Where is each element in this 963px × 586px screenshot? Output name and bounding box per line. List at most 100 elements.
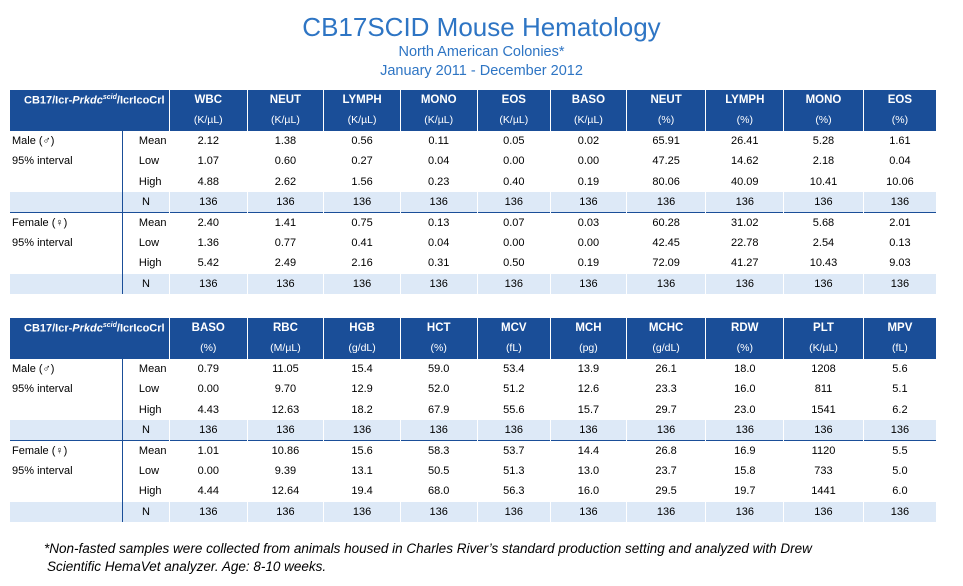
column-header: HCT bbox=[400, 318, 478, 339]
stat-label: Low bbox=[122, 151, 170, 172]
column-header: HGB bbox=[323, 318, 401, 339]
sex-label: Male (♂) bbox=[10, 358, 123, 380]
column-header: BASO bbox=[550, 90, 627, 111]
column-unit: (K/µL) bbox=[400, 110, 478, 131]
column-unit: (K/µL) bbox=[169, 110, 248, 131]
column-header: MONO bbox=[783, 90, 864, 111]
value-cell: 1.36 bbox=[169, 232, 248, 254]
value-cell: 22.78 bbox=[705, 232, 785, 254]
footnote: *Non-fasted samples were collected from … bbox=[44, 540, 954, 576]
value-cell: 0.31 bbox=[400, 253, 478, 274]
units-spacer bbox=[10, 110, 170, 131]
value-cell: 13.9 bbox=[550, 358, 627, 380]
value-cell: 6.0 bbox=[892, 485, 908, 498]
column-unit: (K/µL) bbox=[247, 110, 325, 131]
value-cell: 26.41 bbox=[705, 130, 785, 152]
table-row: 95% interval Low 1.36 0.77 0.41 0.04 0.00 0.00 4… bbox=[10, 232, 936, 254]
sex-label: Male (♂) bbox=[10, 130, 123, 152]
stat-label: Mean bbox=[122, 358, 170, 380]
value-cell: 15.4 bbox=[323, 358, 401, 380]
value-cell: 2.49 bbox=[247, 253, 325, 274]
empty-cell bbox=[10, 501, 123, 522]
page-title: CB17SCID Mouse Hematology bbox=[302, 12, 661, 42]
stat-label: High bbox=[122, 481, 170, 502]
value-cell: 59.0 bbox=[400, 358, 478, 380]
stat-label: N bbox=[122, 419, 170, 441]
value-cell: 136 bbox=[783, 501, 864, 522]
value-cell: 4.43 bbox=[169, 399, 248, 420]
stat-label: Mean bbox=[122, 130, 170, 152]
value-cell: 0.00 bbox=[550, 232, 627, 254]
value-cell: 2.01 bbox=[863, 211, 936, 233]
column-unit: (K/µL) bbox=[550, 110, 627, 131]
value-cell: 0.03 bbox=[550, 211, 627, 233]
value-cell: 136 bbox=[169, 419, 248, 441]
value-cell: 2.62 bbox=[247, 171, 325, 192]
value-cell: 13.0 bbox=[550, 460, 627, 482]
value-cell: 53.7 bbox=[477, 439, 552, 461]
value-cell: 10.06 bbox=[886, 175, 914, 188]
value-cell: 136 bbox=[169, 191, 248, 213]
value-cell: 29.5 bbox=[626, 481, 707, 502]
value-cell: 136 bbox=[890, 195, 910, 208]
value-cell: 136 bbox=[783, 419, 864, 441]
value-cell: 136 bbox=[626, 501, 707, 522]
empty-cell bbox=[10, 253, 123, 274]
value-cell: 51.2 bbox=[477, 379, 552, 400]
value-cell: 136 bbox=[705, 191, 785, 213]
units-spacer bbox=[10, 338, 170, 359]
value-cell: 136 bbox=[550, 191, 627, 213]
value-cell: 2.16 bbox=[323, 253, 401, 274]
value-cell: 52.0 bbox=[400, 379, 478, 400]
empty-cell bbox=[10, 171, 123, 192]
value-cell: 4.88 bbox=[169, 171, 248, 192]
value-cell: 1.56 bbox=[323, 171, 401, 192]
column-unit: (K/µL) bbox=[477, 110, 552, 131]
value-cell: 136 bbox=[890, 277, 910, 290]
value-cell: 14.62 bbox=[705, 151, 785, 172]
value-cell: 136 bbox=[890, 423, 910, 436]
empty-cell bbox=[10, 191, 123, 213]
value-cell: 136 bbox=[705, 501, 785, 522]
strain-name: CB17/Icr-Prkdcscid/IcrIcoCrl bbox=[10, 90, 170, 111]
column-unit: (%) bbox=[400, 338, 478, 359]
value-cell: 136 bbox=[477, 273, 552, 294]
value-cell: 15.6 bbox=[323, 439, 401, 461]
value-cell: 9.70 bbox=[247, 379, 325, 400]
table-row: 95% interval Low 1.07 0.60 0.27 0.04 0.00 0.00 4… bbox=[10, 151, 936, 172]
table-row: Male (♂) Mean 0.79 11.05 15.4 59.0 53.4 13.9 26.… bbox=[10, 358, 936, 380]
column-unit: (g/dL) bbox=[323, 338, 401, 359]
value-cell: 4.44 bbox=[169, 481, 248, 502]
value-cell: 0.19 bbox=[550, 253, 627, 274]
table-row: N 136 136 136 136 136 136 136 136 136 136 bbox=[10, 191, 936, 213]
stat-label: Mean bbox=[122, 439, 170, 461]
table-row: N 136 136 136 136 136 136 136 136 136 136 bbox=[10, 501, 936, 522]
table-units-row: (K/µL) (K/µL) (K/µL) (K/µL) (K/µL) (K/µL) (%)(… bbox=[10, 110, 936, 131]
value-cell: 1.61 bbox=[863, 130, 936, 152]
value-cell: 136 bbox=[323, 419, 401, 441]
value-cell: 2.18 bbox=[783, 151, 864, 172]
value-cell: 1208 bbox=[783, 358, 864, 380]
strain-suffix: /IcrIcoCrl bbox=[116, 322, 165, 335]
value-cell: 15.7 bbox=[550, 399, 627, 420]
table-row: 95% interval Low 0.00 9.39 13.1 50.5 51.3 13.0 2… bbox=[10, 460, 936, 482]
hematology-table-1: CB17/Icr-Prkdcscid/IcrIcoCrl WBC NEUT LYMPH… bbox=[10, 90, 936, 294]
value-cell: 136 bbox=[477, 191, 552, 213]
empty-cell bbox=[10, 419, 123, 441]
value-cell: 136 bbox=[477, 419, 552, 441]
column-unit: (K/µL) bbox=[323, 110, 401, 131]
value-cell: 6.2 bbox=[892, 403, 908, 416]
value-cell: 0.13 bbox=[889, 236, 911, 249]
stat-label: Low bbox=[122, 379, 170, 400]
table-header-row: CB17/Icr-Prkdcscid/IcrIcoCrl BASO RBC HGB HC… bbox=[10, 318, 936, 339]
table-row: Female (♀) Mean 2.40 1.41 0.75 0.13 0.07 0.03 60… bbox=[10, 211, 936, 233]
table-row: High 5.42 2.49 2.16 0.31 0.50 0.19 72.09 41.27 10… bbox=[10, 253, 936, 274]
value-cell: 5.68 bbox=[783, 211, 864, 233]
value-cell: 0.13 bbox=[400, 211, 478, 233]
column-header: WBC bbox=[169, 90, 248, 111]
value-cell: 16.9 bbox=[705, 439, 785, 461]
value-cell: 10.43 bbox=[783, 253, 864, 274]
footnote-line-2: Scientific HemaVet analyzer. Age: 8-10 w… bbox=[47, 559, 327, 574]
stat-label: High bbox=[122, 171, 170, 192]
value-cell: 0.56 bbox=[323, 130, 401, 152]
